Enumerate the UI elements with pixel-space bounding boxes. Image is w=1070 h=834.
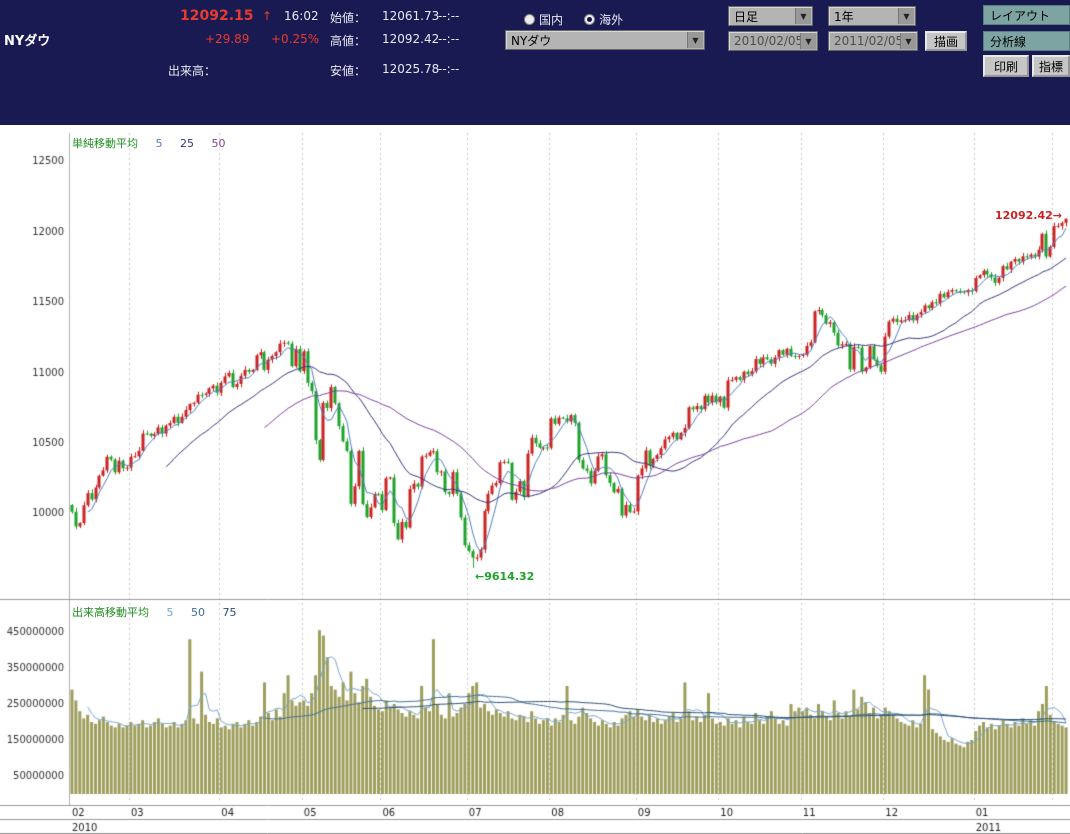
volume-label: 出来高： [168, 64, 217, 78]
date-from-input[interactable]: 2010/02/05 ▼ [728, 31, 818, 51]
radio-overseas[interactable] [584, 14, 596, 25]
low-value: 12025.78 [382, 62, 440, 76]
chevron-down-icon: ▼ [687, 32, 703, 48]
radio-domestic[interactable] [524, 14, 535, 25]
header-bar: NYダウ 12092.15 ↑ 16:02 +29.89 +0.25% 出来高：… [0, 0, 1070, 125]
price-ma-period-50: 50 [211, 137, 226, 150]
symbol-select-value: NYダウ [511, 33, 552, 48]
high-value: 12092.42 [382, 32, 440, 46]
period-select-value: 日足 [734, 9, 759, 24]
date-to-value: 2011/02/05 [834, 34, 904, 48]
volume-ma-legend-label: 出来高移動平均 [72, 606, 149, 619]
symbol-name: NYダウ [4, 34, 51, 49]
volume-ma-period-75: 75 [222, 606, 237, 619]
indicator-button[interactable]: 指標 [1032, 55, 1070, 77]
volume-ma-legend: 出来高移動平均 5 50 75 [72, 604, 237, 620]
date-to-input[interactable]: 2011/02/05 ▼ [828, 31, 918, 51]
date-from-value: 2010/02/05 [734, 34, 804, 48]
high-time: --:-- [438, 32, 460, 46]
low-label: 安値： [330, 64, 367, 78]
price-change-percent: +0.25% [271, 32, 320, 46]
chevron-down-icon: ▼ [800, 33, 816, 49]
price-ma-legend: 単純移動平均 5 25 50 [72, 135, 226, 151]
range-select[interactable]: 1年 ▼ [828, 6, 916, 26]
chevron-down-icon: ▼ [898, 8, 914, 24]
current-price: 12092.15 [180, 8, 254, 24]
open-label: 始値： [330, 11, 367, 25]
range-select-value: 1年 [834, 9, 854, 24]
quote-time: 16:02 [284, 9, 319, 23]
price-low-annotation: ←9614.32 [475, 570, 535, 583]
period-select[interactable]: 日足 ▼ [728, 6, 813, 26]
market-radio-group: 国内 海外 [524, 9, 623, 28]
price-volume-chart[interactable] [0, 125, 1070, 834]
price-ma-period-5: 5 [155, 137, 163, 150]
layout-panel-button[interactable]: レイアウト [983, 5, 1070, 25]
chevron-down-icon: ▼ [900, 33, 916, 49]
open-value: 12061.73 [382, 9, 440, 23]
price-change: +29.89 [205, 32, 250, 46]
price-high-annotation: 12092.42→ [995, 209, 1062, 222]
up-arrow-icon: ↑ [262, 9, 273, 23]
price-ma-legend-label: 単純移動平均 [72, 137, 138, 150]
volume-ma-period-5: 5 [166, 606, 174, 619]
radio-overseas-label: 海外 [599, 13, 624, 27]
analysis-lines-panel-button[interactable]: 分析線 [983, 31, 1070, 51]
high-label: 高値： [330, 34, 367, 48]
draw-button[interactable]: 描画 [925, 31, 967, 51]
chevron-down-icon: ▼ [795, 8, 811, 24]
symbol-select[interactable]: NYダウ ▼ [505, 30, 705, 50]
radio-domestic-label: 国内 [539, 13, 564, 27]
open-time: --:-- [438, 9, 460, 23]
price-ma-period-25: 25 [180, 137, 194, 150]
print-button[interactable]: 印刷 [983, 55, 1029, 77]
low-time: --:-- [438, 62, 460, 76]
volume-ma-period-50: 50 [191, 606, 205, 619]
